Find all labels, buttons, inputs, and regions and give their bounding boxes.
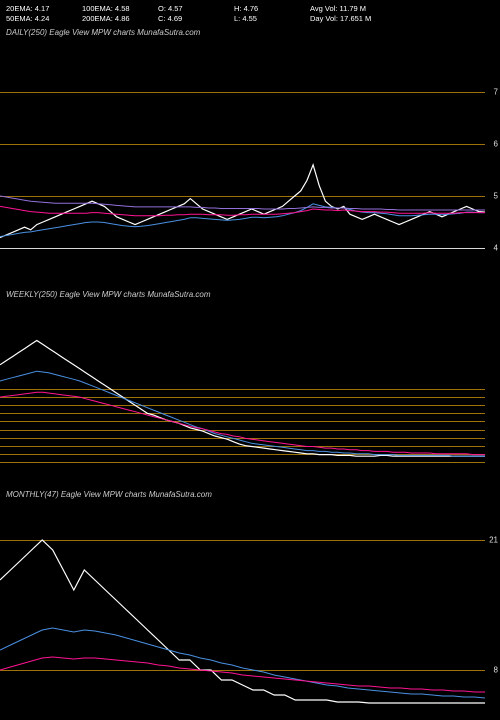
y-axis-label: 8 xyxy=(494,666,498,675)
chart-svg xyxy=(0,300,485,470)
stat-cell: H: 4.76 xyxy=(234,4,292,14)
panel-title: DAILY(250) Eagle View MPW charts MunafaS… xyxy=(6,28,200,37)
y-axis-label: 21 xyxy=(489,536,498,545)
stat-cell: Avg Vol: 11.79 M xyxy=(310,4,368,14)
stat-cell: O: 4.57 xyxy=(158,4,216,14)
chart-area: 21 8 xyxy=(0,500,500,720)
y-axis-label: 4 xyxy=(494,244,498,253)
y-axis-label: 6 xyxy=(494,140,498,149)
y-axis-label: 5 xyxy=(494,192,498,201)
series-100ema xyxy=(0,196,485,210)
series-20ema xyxy=(0,371,485,456)
header-stats: 20EMA: 4.17 100EMA: 4.58 O: 4.57 H: 4.76 Avg… xyxy=(6,4,371,24)
chart-area: 7 6 5 4 xyxy=(0,40,500,300)
series-50ema xyxy=(0,206,485,215)
y-axis-label: 7 xyxy=(494,88,498,97)
chart-svg xyxy=(0,500,485,720)
series-price xyxy=(0,165,485,238)
stat-cell: 50EMA: 4.24 xyxy=(6,14,64,24)
header-row-1: 20EMA: 4.17 100EMA: 4.58 O: 4.57 H: 4.76 Avg… xyxy=(6,4,371,14)
chart-svg xyxy=(0,40,485,300)
stat-cell: Day Vol: 17.651 M xyxy=(310,14,371,24)
chart-area xyxy=(0,300,500,470)
series-price xyxy=(0,341,485,457)
header-row-2: 50EMA: 4.24 200EMA: 4.86 C: 4.69 L: 4.55 Day… xyxy=(6,14,371,24)
series-price xyxy=(0,540,485,703)
stat-cell: C: 4.69 xyxy=(158,14,216,24)
stat-cell: L: 4.55 xyxy=(234,14,292,24)
panel-title: MONTHLY(47) Eagle View MPW charts Munafa… xyxy=(6,490,212,499)
panel-title: WEEKLY(250) Eagle View MPW charts Munafa… xyxy=(6,290,211,299)
series-50ema xyxy=(0,657,485,692)
stat-cell: 200EMA: 4.86 xyxy=(82,14,140,24)
stat-cell: 20EMA: 4.17 xyxy=(6,4,64,14)
series-20ema xyxy=(0,628,485,698)
stat-cell: 100EMA: 4.58 xyxy=(82,4,140,14)
